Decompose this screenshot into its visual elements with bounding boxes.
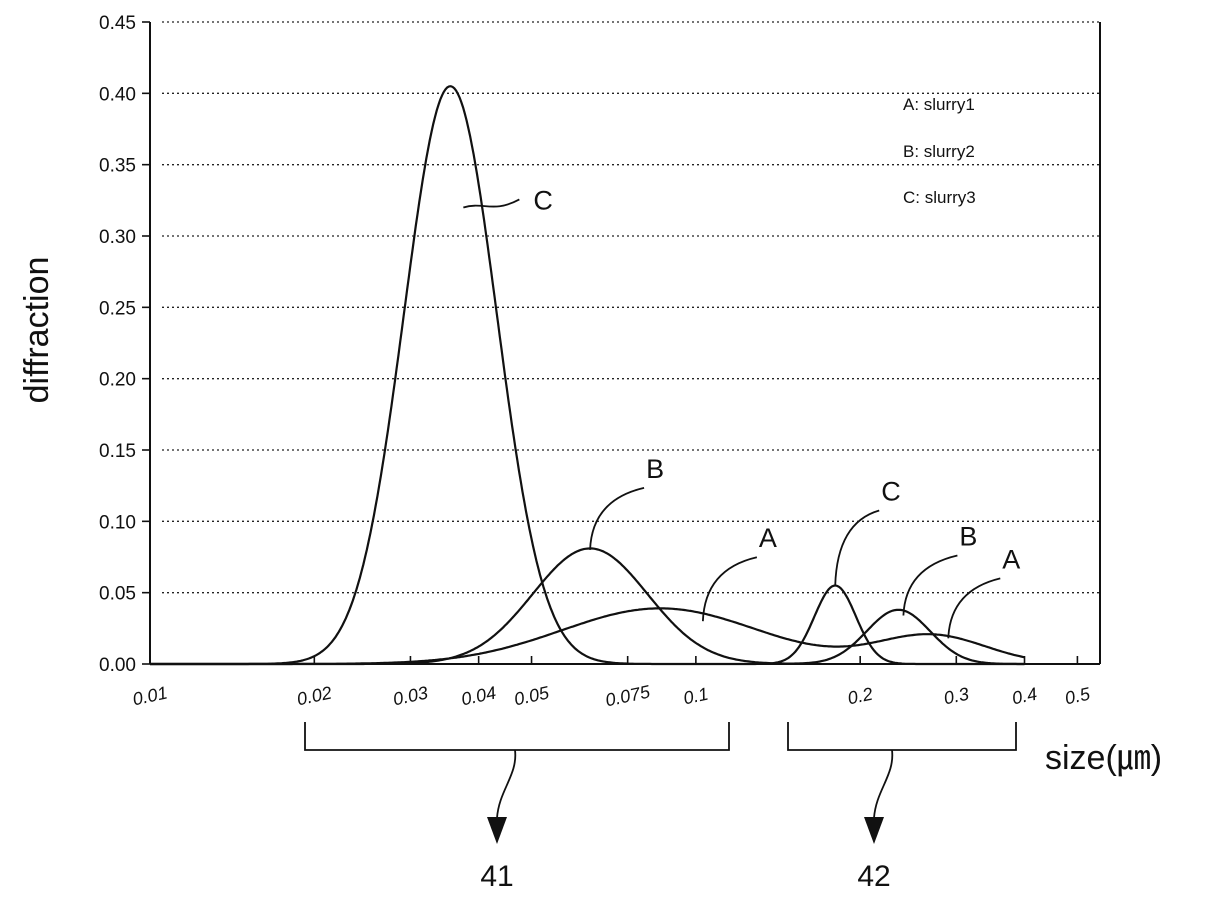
x-tick-label: 0.03 — [391, 683, 429, 710]
y-tick-label: 0.20 — [99, 370, 136, 391]
annotation-label-b: B — [646, 454, 664, 484]
annotation-label-b: B — [959, 521, 977, 551]
legend-entry-c: C: slurry3 — [903, 188, 976, 207]
legend-entry-a: A: slurry1 — [903, 95, 975, 114]
annotation-leader — [903, 555, 957, 615]
group-bracket — [788, 722, 1016, 750]
group-arrow-head — [864, 817, 884, 844]
annotation-leader — [948, 578, 1000, 638]
x-tick-label: 0.4 — [1010, 684, 1039, 709]
annotation-label-a: A — [1002, 544, 1020, 574]
x-tick-label: 0.075 — [604, 681, 653, 710]
series-line-b — [150, 548, 1025, 664]
annotation-leader — [463, 199, 519, 207]
y-tick-label: 0.25 — [99, 298, 136, 319]
y-tick-label: 0.15 — [99, 441, 136, 462]
y-axis-title: diffraction — [18, 257, 56, 404]
legend: A: slurry1 B: slurry2 C: slurry3 — [903, 95, 976, 207]
group-arrow-line — [497, 750, 515, 818]
annotation-leader — [590, 488, 644, 550]
y-tick-label: 0.45 — [99, 13, 136, 34]
x-axis-title: size(㎛) — [1045, 739, 1162, 777]
x-tick-label: 0.05 — [512, 682, 551, 709]
x-tick-label: 0.2 — [846, 684, 875, 709]
annotation-label-c: C — [881, 477, 901, 507]
legend-entry-b: B: slurry2 — [903, 142, 975, 161]
annotation-label-a: A — [759, 523, 777, 553]
series-curves — [150, 86, 1025, 664]
x-tick-label: 0.3 — [942, 684, 971, 709]
curve-annotations: CBACBA — [463, 185, 1020, 638]
x-tick-label: 0.1 — [682, 684, 711, 709]
group-label-41: 41 — [480, 860, 513, 893]
group-label-42: 42 — [857, 860, 890, 893]
group-bracket — [305, 722, 729, 750]
x-tick-label: 0.04 — [459, 683, 497, 710]
annotation-label-c: C — [533, 185, 553, 215]
annotation-leader — [703, 557, 757, 621]
group-arrow-line — [874, 750, 892, 818]
x-tick-label: 0.5 — [1063, 683, 1093, 708]
y-tick-label: 0.30 — [99, 227, 136, 248]
size-groups: 41 42 — [305, 722, 1016, 893]
x-tick-label: 0.01 — [131, 683, 169, 710]
y-tick-label: 0.05 — [99, 584, 136, 605]
y-tick-label: 0.10 — [99, 512, 136, 533]
group-arrow-head — [487, 817, 507, 844]
series-line-c — [150, 86, 1025, 664]
y-ticks: 0.00 0.05 0.10 0.15 0.20 0.25 0.30 0.35 0.40 0.45 — [99, 13, 150, 676]
x-tick-label: 0.02 — [295, 683, 333, 710]
y-tick-label: 0.00 — [99, 655, 136, 676]
y-tick-label: 0.35 — [99, 156, 136, 177]
y-tick-label: 0.40 — [99, 84, 136, 105]
